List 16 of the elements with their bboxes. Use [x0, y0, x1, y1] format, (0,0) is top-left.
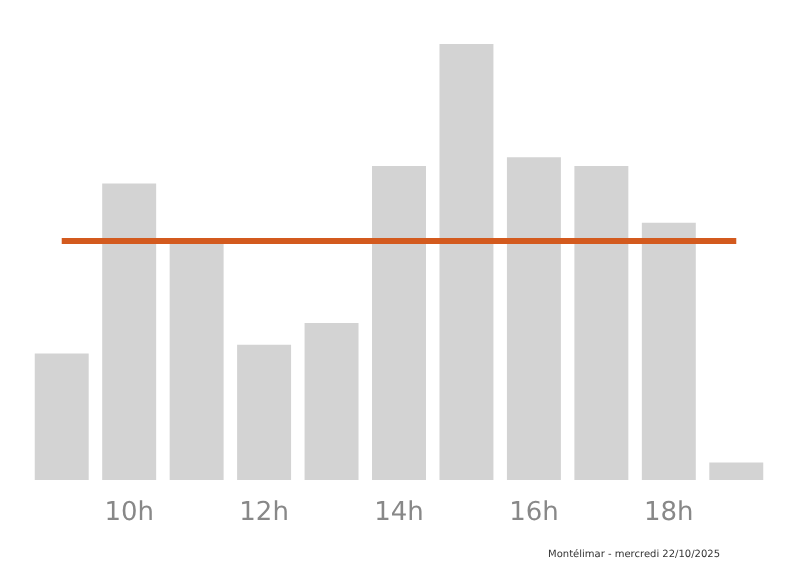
- bar: [237, 344, 292, 480]
- bar: [439, 44, 494, 480]
- bar: [102, 183, 157, 480]
- x-tick-label: 10h: [104, 498, 154, 528]
- bar: [506, 157, 561, 480]
- bar: [304, 323, 359, 480]
- bar: [372, 166, 426, 480]
- bar: [709, 462, 764, 480]
- x-tick-label: 12h: [239, 498, 289, 528]
- bar: [641, 222, 696, 480]
- x-tick-label: 16h: [509, 498, 559, 528]
- x-tick-label: 18h: [644, 498, 694, 528]
- bar: [169, 240, 224, 480]
- bar: [34, 353, 89, 480]
- bar: [574, 166, 629, 480]
- x-tick-label: 14h: [374, 498, 424, 528]
